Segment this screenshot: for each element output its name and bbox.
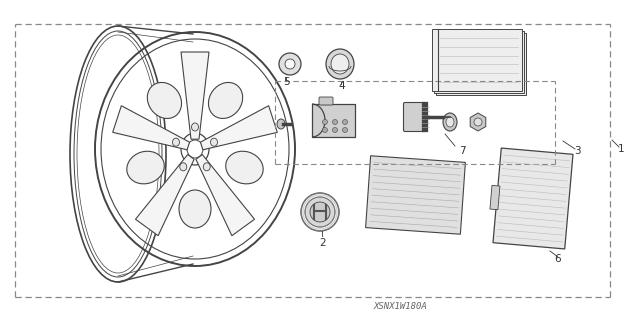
Text: XSNX1W180A: XSNX1W180A — [373, 302, 427, 311]
Text: 5: 5 — [283, 77, 289, 87]
Ellipse shape — [179, 190, 211, 228]
FancyBboxPatch shape — [365, 156, 465, 234]
Ellipse shape — [127, 151, 164, 184]
Polygon shape — [470, 113, 486, 131]
Circle shape — [279, 53, 301, 75]
FancyBboxPatch shape — [403, 102, 426, 131]
Ellipse shape — [204, 163, 211, 171]
Circle shape — [342, 120, 348, 124]
Text: 6: 6 — [555, 254, 561, 264]
Polygon shape — [113, 106, 189, 150]
Ellipse shape — [443, 113, 457, 131]
Text: 1: 1 — [618, 144, 624, 154]
Polygon shape — [312, 104, 355, 137]
Polygon shape — [181, 52, 209, 139]
Ellipse shape — [172, 138, 179, 146]
Circle shape — [285, 59, 295, 69]
Ellipse shape — [326, 49, 354, 79]
Ellipse shape — [310, 202, 330, 222]
Text: 2: 2 — [320, 238, 326, 248]
Ellipse shape — [191, 123, 198, 131]
FancyBboxPatch shape — [319, 97, 333, 105]
Circle shape — [323, 120, 328, 124]
FancyBboxPatch shape — [490, 185, 500, 210]
Circle shape — [333, 128, 337, 132]
Ellipse shape — [226, 151, 263, 184]
Ellipse shape — [305, 197, 335, 227]
Polygon shape — [200, 106, 277, 150]
Circle shape — [342, 128, 348, 132]
Ellipse shape — [180, 163, 187, 171]
Ellipse shape — [211, 138, 218, 146]
Text: 3: 3 — [573, 146, 580, 156]
Ellipse shape — [277, 119, 285, 129]
FancyBboxPatch shape — [432, 29, 522, 91]
FancyBboxPatch shape — [434, 31, 524, 93]
Ellipse shape — [446, 117, 454, 127]
Text: 7: 7 — [459, 146, 465, 156]
Polygon shape — [196, 155, 255, 236]
Text: 4: 4 — [339, 81, 346, 91]
Polygon shape — [136, 155, 194, 236]
Ellipse shape — [331, 54, 349, 74]
Circle shape — [323, 128, 328, 132]
Ellipse shape — [209, 82, 243, 118]
Ellipse shape — [147, 82, 182, 118]
Ellipse shape — [301, 193, 339, 231]
FancyBboxPatch shape — [436, 33, 526, 95]
Circle shape — [333, 120, 337, 124]
FancyBboxPatch shape — [493, 148, 573, 249]
Circle shape — [474, 118, 482, 126]
